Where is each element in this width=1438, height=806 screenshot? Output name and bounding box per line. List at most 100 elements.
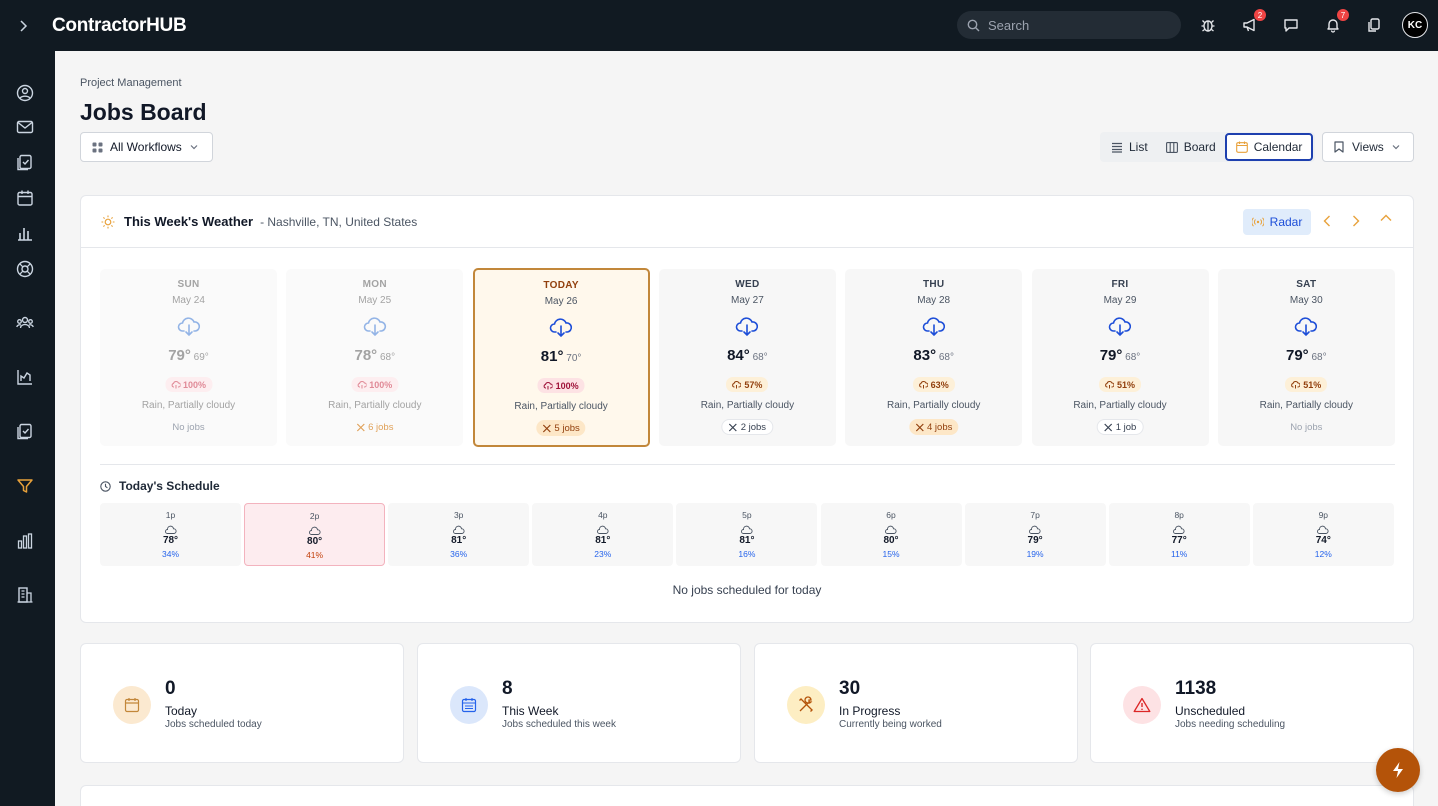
stat-card-unscheduled[interactable]: 1138 Unscheduled Jobs needing scheduling — [1090, 643, 1414, 763]
stat-value: 8 — [502, 678, 513, 699]
grid-icon — [92, 142, 103, 152]
sidebar-item-checklists[interactable] — [15, 421, 35, 441]
chevron-left-icon — [1323, 215, 1330, 227]
hour-slot-3p[interactable]: 3p 81° 36% — [388, 503, 530, 566]
empty-schedule-message: No jobs scheduled for today — [672, 583, 822, 597]
prev-week-button[interactable] — [1319, 213, 1335, 229]
sidebar-item-dashboard[interactable] — [15, 531, 35, 551]
view-list-button[interactable]: List — [1102, 133, 1157, 161]
chevron-down-icon — [1392, 145, 1400, 150]
hour-precip: 11% — [1170, 549, 1188, 559]
search-icon — [967, 19, 980, 31]
day-card-thu[interactable]: THU May 28 83° 68° 63% Rain, Partially cloud… — [845, 269, 1023, 446]
hour-slot-4p[interactable]: 4p 81° 23% — [532, 503, 674, 566]
sidebar-item-reports[interactable] — [15, 223, 35, 243]
weather-location: - Nashville, TN, United States — [260, 214, 418, 229]
views-menu-button[interactable]: Views — [1322, 132, 1414, 162]
day-temperature: 78° 68° — [286, 347, 463, 364]
temp-low: 68° — [938, 352, 954, 363]
brand-logo[interactable]: ContractorHUB — [52, 14, 187, 36]
quick-action-button[interactable] — [1376, 748, 1420, 792]
user-avatar[interactable]: KC — [1402, 12, 1428, 38]
jobs-count: 5 jobs — [554, 422, 580, 434]
day-card-mon[interactable]: MON May 25 78° 68° 100% Rain, Partially clou… — [286, 269, 464, 446]
hour-label: 2p — [309, 511, 320, 521]
sidebar-item-company[interactable] — [15, 585, 35, 605]
announcements-button[interactable]: 2 — [1239, 9, 1266, 36]
chevron-up-icon — [1380, 214, 1392, 221]
jobs-badge[interactable]: 4 jobs — [909, 419, 959, 435]
day-card-today[interactable]: TODAY May 26 81° 70° 100% Rain, Partially cl… — [472, 268, 650, 447]
jobs-filter-bar — [80, 785, 1414, 806]
hour-slot-9p[interactable]: 9p 74° 12% — [1252, 503, 1394, 566]
jobs-badge[interactable]: 6 jobs — [350, 419, 399, 435]
precip-value: 100% — [182, 379, 207, 390]
day-condition: Rain, Partially cloudy — [887, 400, 981, 411]
breadcrumb[interactable]: Project Management — [80, 77, 182, 89]
next-week-button[interactable] — [1348, 213, 1364, 229]
stat-card-this-week[interactable]: 8 This Week Jobs scheduled this week — [417, 643, 741, 763]
clipboard-button[interactable] — [1363, 14, 1385, 36]
workflow-filter-dropdown[interactable]: All Workflows — [80, 132, 213, 162]
view-board-button[interactable]: Board — [1157, 133, 1225, 161]
jobs-badge[interactable]: No jobs — [1284, 419, 1328, 435]
clipboard-check-icon — [17, 423, 32, 440]
sidebar-item-contacts[interactable] — [15, 83, 35, 103]
jobs-badge[interactable]: 1 job — [1096, 419, 1144, 435]
day-temperature: 79° 68° — [1032, 347, 1209, 364]
day-temperature: 79° 69° — [100, 347, 277, 364]
collapse-weather-button[interactable] — [1378, 210, 1394, 226]
hour-temperature: 80° — [307, 536, 323, 547]
expand-sidebar-button[interactable] — [0, 0, 46, 51]
precip-badge: 100% — [351, 377, 399, 392]
day-date: May 30 — [1289, 295, 1323, 306]
jobs-badge[interactable]: 2 jobs — [721, 419, 774, 435]
sidebar-item-analytics[interactable] — [15, 367, 35, 387]
precip-value: 51% — [1303, 379, 1322, 390]
notifications-button[interactable]: 7 — [1322, 9, 1349, 36]
stat-value: 1138 — [1175, 678, 1217, 699]
sidebar-item-jobs-board[interactable] — [15, 476, 35, 496]
day-name: SUN — [177, 279, 200, 290]
day-card-sat[interactable]: SAT May 30 79° 68° 51% Rain, Partially cloud… — [1217, 269, 1395, 446]
hour-slot-6p[interactable]: 6p 80° 15% — [820, 503, 962, 566]
hourly-forecast: 1p 78° 34% 2p 80° 41% 3p 81° 36% 4p 81° 23% 5p 81° 16%… — [100, 503, 1395, 566]
hour-slot-8p[interactable]: 8p 77° 11% — [1108, 503, 1250, 566]
day-card-sun[interactable]: SUN May 24 79° 69° 100% Rain, Partially clou… — [100, 269, 277, 446]
hour-slot-2p[interactable]: 2p 80° 41% — [244, 503, 386, 566]
chat-button[interactable] — [1280, 14, 1302, 36]
bar-chart-icon — [18, 228, 32, 241]
hour-temperature: 78° — [162, 535, 179, 546]
view-board-label: Board — [1183, 140, 1216, 154]
day-condition: Rain, Partially cloudy — [141, 400, 236, 411]
sidebar-item-tasks[interactable] — [15, 152, 35, 172]
day-temperature: 84° 68° — [659, 347, 836, 364]
sidebar-item-team[interactable] — [15, 313, 35, 333]
precip-value: 63% — [930, 379, 949, 390]
view-calendar-button[interactable]: Calendar — [1224, 133, 1314, 161]
bug-icon[interactable] — [1197, 14, 1219, 36]
weather-title: This Week's Weather — [124, 214, 254, 229]
notifications-badge: 7 — [1337, 9, 1349, 21]
jobs-badge[interactable]: 5 jobs — [536, 420, 586, 436]
stat-card-today[interactable]: 0 Today Jobs scheduled today — [80, 643, 404, 763]
list-icon — [1112, 142, 1122, 153]
sidebar-item-support[interactable] — [15, 259, 35, 279]
jobs-badge[interactable]: No jobs — [166, 419, 210, 435]
megaphone-icon — [1243, 18, 1255, 32]
hour-slot-5p[interactable]: 5p 81° 16% — [676, 503, 818, 566]
hour-slot-7p[interactable]: 7p 79° 19% — [964, 503, 1106, 566]
sidebar — [0, 51, 55, 806]
search-input[interactable] — [988, 17, 1168, 33]
stat-card-in-progress[interactable]: 30 In Progress Currently being worked — [754, 643, 1078, 763]
precip-badge: 100% — [164, 377, 213, 392]
sidebar-item-mail[interactable] — [15, 117, 35, 137]
day-card-fri[interactable]: FRI May 29 79° 68° 51% Rain, Partially cloud… — [1031, 269, 1209, 446]
hour-label: 1p — [165, 510, 176, 520]
radar-button[interactable]: Radar — [1243, 209, 1311, 235]
rain-cloud-icon — [177, 317, 201, 337]
hour-slot-1p[interactable]: 1p 78° 34% — [100, 503, 241, 566]
search-bar[interactable] — [957, 11, 1181, 39]
sidebar-item-calendar[interactable] — [15, 188, 35, 208]
day-card-wed[interactable]: WED May 27 84° 68° 57% Rain, Partially cloud… — [658, 269, 836, 446]
